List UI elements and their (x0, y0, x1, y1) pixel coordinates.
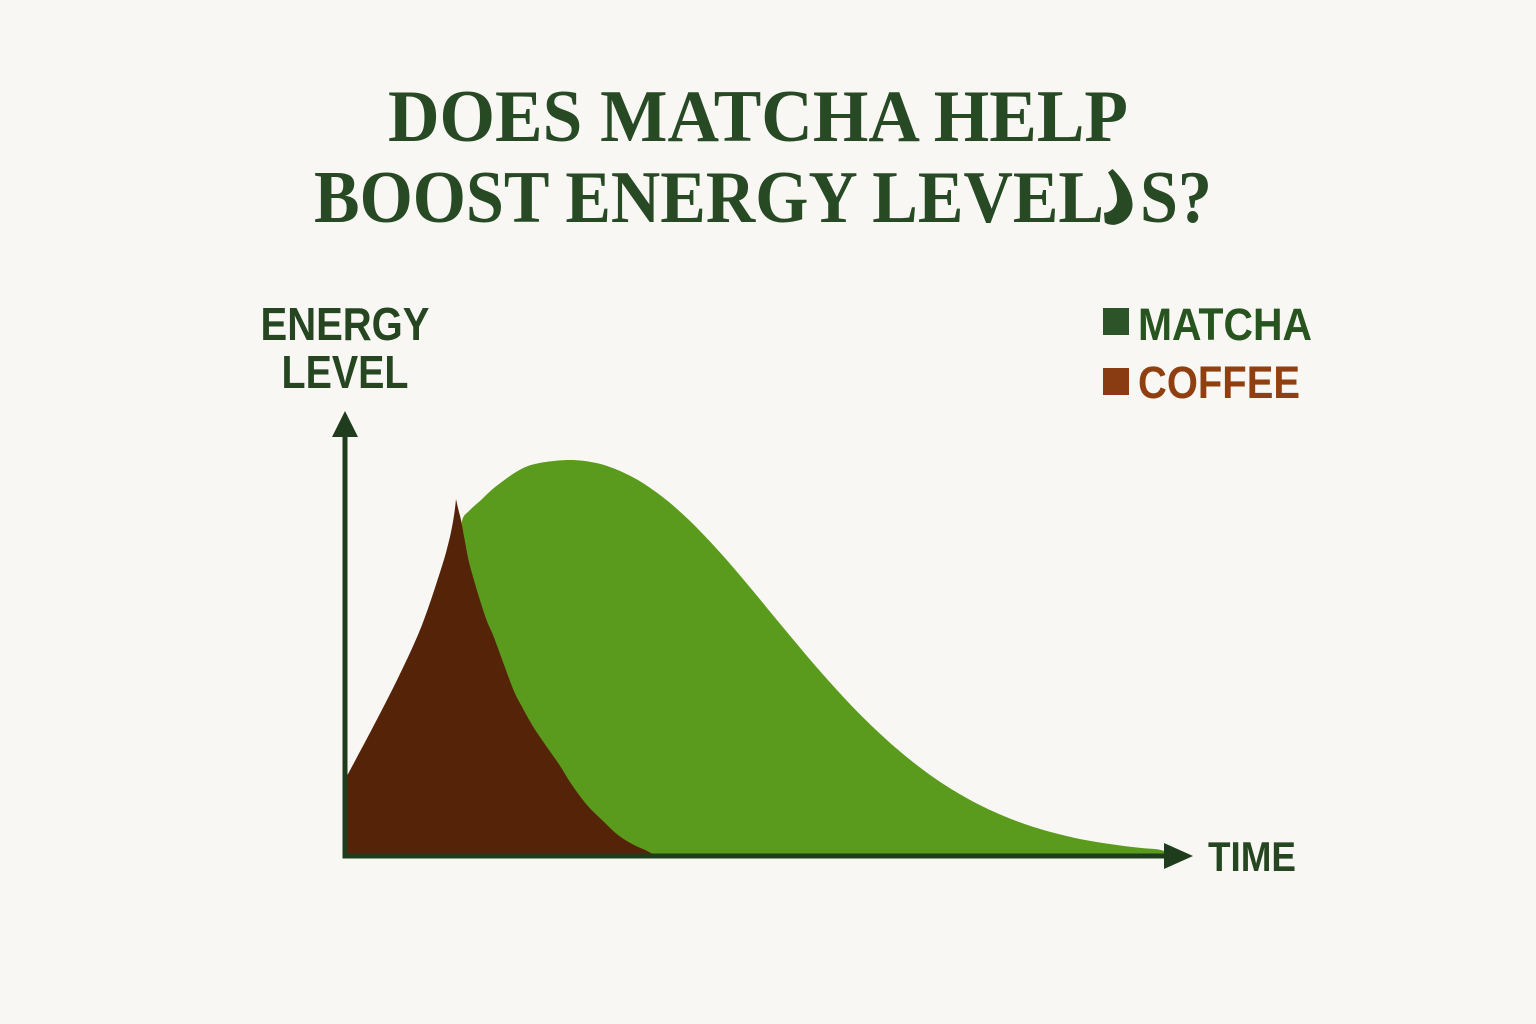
svg-text:LEVEL: LEVEL (282, 346, 409, 398)
svg-text:DOES MATCHA HELP: DOES MATCHA HELP (388, 76, 1128, 158)
svg-text:MATCHA: MATCHA (1138, 299, 1312, 350)
svg-text:ENERGY: ENERGY (261, 298, 430, 350)
svg-text:COFFEE: COFFEE (1138, 357, 1300, 408)
svg-text:TIME: TIME (1208, 833, 1296, 880)
svg-text:BOOST ENERGY LEVEL: BOOST ENERGY LEVEL (314, 157, 1104, 239)
svg-text:S?: S? (1140, 157, 1212, 239)
